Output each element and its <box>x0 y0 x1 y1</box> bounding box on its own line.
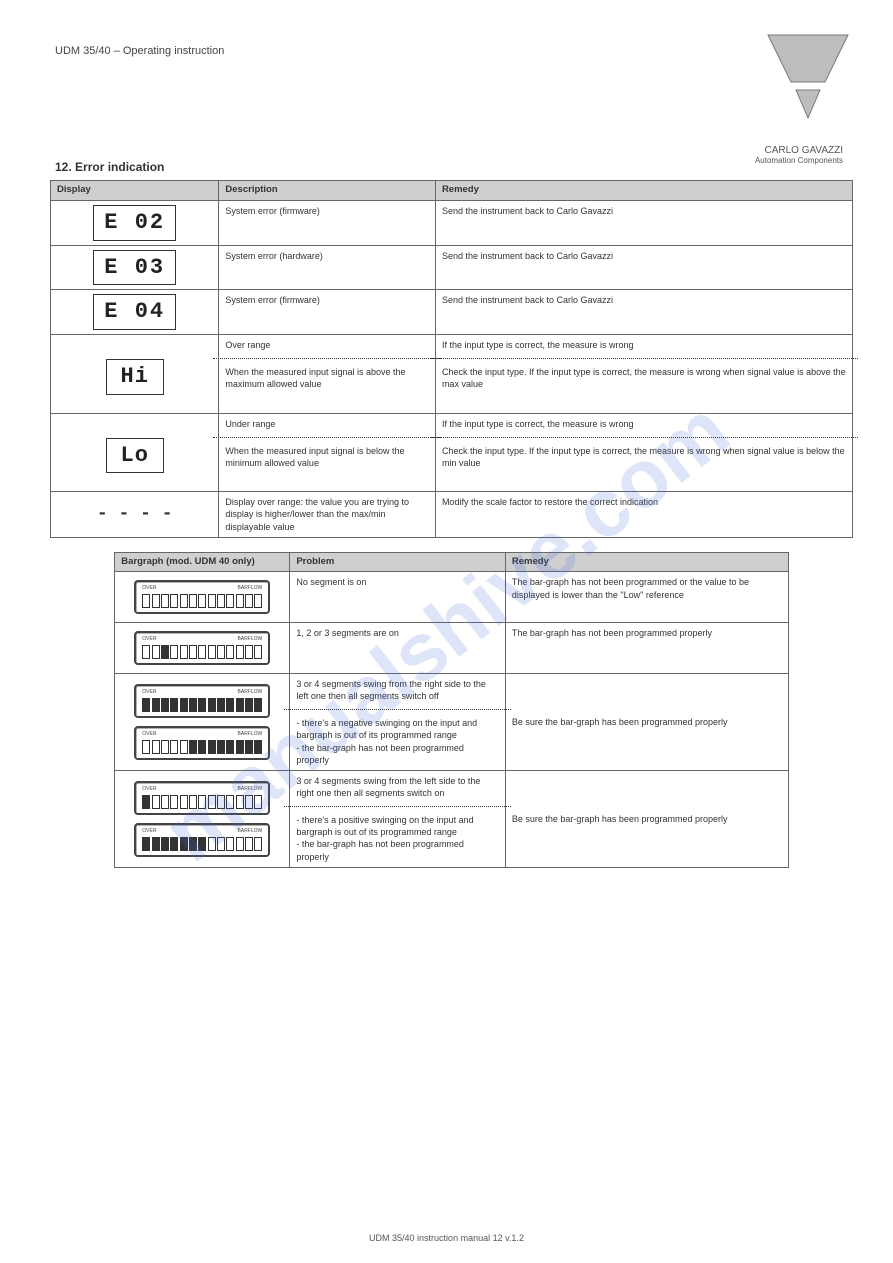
bar-3-0 <box>142 795 262 809</box>
t2-rem: The bar-graph has not been programmed or… <box>505 572 788 623</box>
table-row: Lo <box>51 413 219 492</box>
desc-bot: When the measured input signal is above … <box>219 362 435 394</box>
t2-rem: The bar-graph has not been programmed pr… <box>505 623 788 674</box>
t1-desc: Over range When the measured input signa… <box>219 334 436 413</box>
bargraph-display: OVERBARFLOW <box>134 726 270 760</box>
rem-top: If the input type is correct, the measur… <box>436 414 852 434</box>
table-row: OVERBARFLOW OVERBARFLOW <box>115 770 290 867</box>
bargraph-display: OVERBARFLOW <box>134 781 270 815</box>
divider <box>213 437 441 438</box>
prob-top: 3 or 4 segments swing from the left side… <box>290 771 505 803</box>
table-row: OVERBARFLOW OVERBARFLOW <box>115 673 290 770</box>
table-row: E 03 <box>51 245 219 290</box>
table-row: OVERBARFLOW <box>115 623 290 674</box>
t2-rem: Be sure the bar-graph has been programme… <box>505 770 788 867</box>
t2-h1: Bargraph (mod. UDM 40 only) <box>115 552 290 572</box>
table-row: Hi <box>51 334 219 413</box>
segment-display: Hi <box>106 359 164 395</box>
t1-rem: Modify the scale factor to restore the c… <box>435 492 852 537</box>
bar-1-0 <box>142 645 262 659</box>
desc-bot: When the measured input signal is below … <box>219 441 435 473</box>
bargraph-display: OVERBARFLOW <box>134 580 270 614</box>
t2-h3: Remedy <box>505 552 788 572</box>
prob-bot: - there's a negative swinging on the inp… <box>290 713 505 770</box>
divider <box>430 358 858 359</box>
t1-h2: Description <box>219 181 436 201</box>
prob-top: 3 or 4 segments swing from the right sid… <box>290 674 505 706</box>
table-row: OVERBARFLOW <box>115 572 290 623</box>
rem-bot: Check the input type. If the input type … <box>436 441 852 473</box>
bargraph-display: OVERBARFLOW <box>134 631 270 665</box>
page: manualshive.com UDM 35/40 – Operating in… <box>0 0 893 1263</box>
desc-top: Over range <box>219 335 435 355</box>
table-row: E 02 <box>51 200 219 245</box>
rem-bot: Check the input type. If the input type … <box>436 362 852 394</box>
divider <box>430 437 858 438</box>
brand-text: CARLO GAVAZZI Automation Components <box>755 145 843 165</box>
t2-prob: 3 or 4 segments swing from the right sid… <box>290 673 506 770</box>
table-row: - - - - <box>51 492 219 537</box>
divider <box>284 806 511 807</box>
t2-rem: Be sure the bar-graph has been programme… <box>505 673 788 770</box>
error-table: Display Description Remedy E 02 System e… <box>50 180 853 538</box>
bar-0-0 <box>142 594 262 608</box>
t1-rem: If the input type is correct, the measur… <box>435 334 852 413</box>
bargraph-display: OVERBARFLOW <box>134 823 270 857</box>
section-title: 12. Error indication <box>55 160 853 174</box>
t1-rem: Send the instrument back to Carlo Gavazz… <box>435 245 852 290</box>
bargraph-display: OVERBARFLOW <box>134 684 270 718</box>
t2-h2: Problem <box>290 552 506 572</box>
t1-rem: Send the instrument back to Carlo Gavazz… <box>435 290 852 335</box>
segment-display: E 02 <box>93 205 176 241</box>
brand-logo <box>763 30 853 140</box>
t1-rem: Send the instrument back to Carlo Gavazz… <box>435 200 852 245</box>
t1-rem: If the input type is correct, the measur… <box>435 413 852 492</box>
segment-display: Lo <box>106 438 164 474</box>
t1-desc: Under range When the measured input sign… <box>219 413 436 492</box>
brand-line1: CARLO GAVAZZI <box>755 145 843 156</box>
t2-prob: 3 or 4 segments swing from the left side… <box>290 770 506 867</box>
bargraph-table: Bargraph (mod. UDM 40 only) Problem Reme… <box>114 552 789 868</box>
desc-top: Under range <box>219 414 435 434</box>
table-row: E 04 <box>51 290 219 335</box>
t2-prob: No segment is on <box>290 572 506 623</box>
t1-desc: Display over range: the value you are tr… <box>219 492 436 537</box>
t1-h1: Display <box>51 181 219 201</box>
bar-2-1 <box>142 740 262 754</box>
bar-2-0 <box>142 698 262 712</box>
t2-prob: 1, 2 or 3 segments are on <box>290 623 506 674</box>
brand-line2: Automation Components <box>755 156 843 165</box>
segment-display: E 03 <box>93 250 176 286</box>
t1-h3: Remedy <box>435 181 852 201</box>
divider <box>284 709 511 710</box>
t1-desc: System error (hardware) <box>219 245 436 290</box>
doc-title: UDM 35/40 – Operating instruction <box>55 45 224 57</box>
page-footer: UDM 35/40 instruction manual 12 v.1.2 <box>0 1233 893 1243</box>
rem-top: If the input type is correct, the measur… <box>436 335 852 355</box>
prob-bot: - there's a positive swinging on the inp… <box>290 810 505 867</box>
divider <box>213 358 441 359</box>
segment-display: E 04 <box>93 294 176 330</box>
t1-desc: System error (firmware) <box>219 200 436 245</box>
t1-desc: System error (firmware) <box>219 290 436 335</box>
bar-3-1 <box>142 837 262 851</box>
